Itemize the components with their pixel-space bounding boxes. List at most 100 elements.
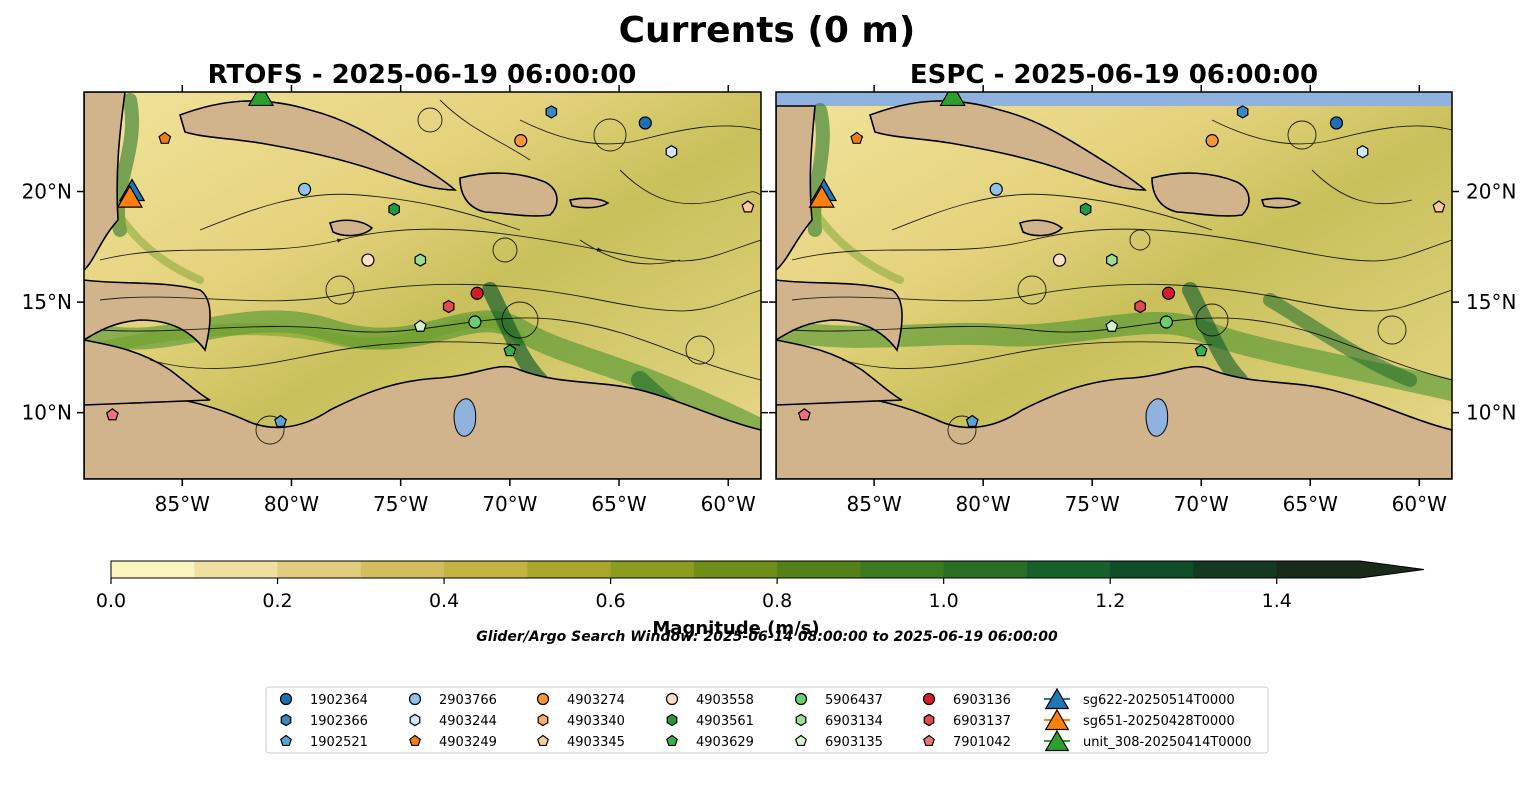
float-marker-7901042	[797, 408, 811, 421]
legend-label: 4903340	[567, 714, 625, 729]
legend-symbol-4903340	[537, 713, 549, 727]
legend-label: 4903561	[696, 714, 754, 729]
land-panama-colombia-rtofs	[84, 365, 761, 479]
colorbar-segment	[527, 561, 612, 578]
legend-symbol-6903134	[795, 713, 807, 727]
float-marker-1902521	[274, 414, 287, 427]
missing-data-band-espc	[776, 92, 1452, 106]
lon-tick-label-rtofs: 65°W	[591, 492, 646, 516]
float-marker-1902366	[1236, 105, 1249, 119]
colorbar-tick-label: 0.8	[762, 590, 792, 612]
colorbar-tick-label: 1.2	[1095, 590, 1125, 612]
legend-label: 4903249	[439, 735, 497, 750]
colorbar-tick-label: 1.4	[1262, 590, 1292, 612]
lon-tick-label-rtofs: 60°W	[701, 492, 756, 516]
float-marker-6903135	[1105, 319, 1119, 332]
land-puertorico-rtofs	[568, 197, 610, 209]
legend-label: 2903766	[439, 693, 497, 708]
colorbar-segment	[111, 561, 195, 578]
legend-symbol-sg622-20250514T0000	[1044, 687, 1070, 710]
land-cuba-rtofs	[179, 100, 457, 191]
land-jamaica-espc	[1018, 219, 1064, 237]
float-marker-4903244	[1356, 145, 1369, 159]
land-espc	[776, 100, 1452, 479]
legend-label: 4903244	[439, 714, 497, 729]
legend-label: 6903135	[825, 735, 883, 750]
panel-title-espc: ESPC - 2025-06-19 06:00:00	[910, 60, 1318, 90]
float-marker-5906437	[1159, 315, 1173, 329]
legend-label: 6903137	[953, 714, 1011, 729]
legend-label: 4903345	[567, 735, 625, 750]
figure-title: Currents (0 m)	[619, 10, 916, 51]
legend-symbol-4903244	[409, 713, 421, 727]
legend-symbol-6903136	[922, 692, 936, 706]
land-north-coast-espc	[776, 339, 903, 406]
legend-label: 1902366	[310, 714, 368, 729]
panel-frame-espc	[775, 91, 1453, 480]
lon-tick-label-espc: 80°W	[956, 492, 1011, 516]
panel-frame-rtofs	[83, 91, 762, 480]
panel-rtofs: RTOFS - 2025-06-19 06:00:00	[22, 60, 768, 516]
float-marker-6903134	[1106, 253, 1118, 267]
float-marker-4903244	[665, 145, 678, 159]
legend-label: 5906437	[825, 693, 883, 708]
legend-symbol-4903345	[537, 734, 549, 747]
float-marker-6903137	[1134, 299, 1146, 314]
colorbar-segment	[1110, 561, 1194, 578]
streamlines-espc	[791, 119, 1452, 445]
legend-symbol-unit_308-20250414T0000	[1044, 729, 1070, 752]
markers-espc	[797, 92, 1446, 427]
float-marker-4903345	[741, 200, 755, 213]
colorbar-segment	[943, 561, 1028, 578]
colorbar-label: Magnitude (m/s)	[652, 618, 819, 639]
lat-tick-label-rtofs: 15°N	[22, 290, 72, 314]
glider-marker-unit_308-20250414T0000	[939, 92, 966, 107]
colorbar-segment	[1026, 561, 1111, 578]
legend-label: 1902521	[310, 735, 368, 750]
colorbar-segment	[610, 561, 695, 578]
colorbar-segment	[860, 561, 945, 578]
legend-symbol-4903558	[665, 692, 679, 706]
legend-symbol-1902366	[280, 713, 292, 727]
land-jamaica-rtofs	[328, 219, 374, 237]
land-north-coast-rtofs	[84, 339, 211, 406]
float-marker-1902364	[1329, 116, 1344, 130]
search-window-caption: Glider/Argo Search Window: 2025-06-14 08…	[476, 629, 1058, 645]
legend-label: 4903629	[696, 735, 754, 750]
legend-label: sg651-20250428T0000	[1083, 714, 1235, 729]
legend-label: 6903134	[825, 714, 883, 729]
float-marker-4903561	[388, 202, 400, 216]
legend-items: 1902364 1902366 1902521 2903766 4903244 49032…	[279, 687, 1251, 752]
colorbar-tick-label: 0.4	[429, 590, 459, 612]
legend-label: 4903274	[567, 693, 625, 708]
panel-title-rtofs: RTOFS - 2025-06-19 06:00:00	[208, 60, 637, 90]
colorbar-segment	[194, 561, 279, 578]
colorbar-segment	[693, 561, 778, 578]
colorbar-segment	[1193, 561, 1278, 578]
axis-ticks-rtofs: 85°W 80°W 75°W 70°W 65°W 60°W 20°N 15°N 10°N	[22, 85, 768, 516]
float-marker-6903137	[442, 299, 455, 314]
float-marker-4903561	[1079, 202, 1092, 216]
legend-symbol-4903249	[409, 734, 421, 747]
markers-rtofs	[105, 92, 755, 427]
lon-tick-label-espc: 70°W	[1174, 492, 1229, 516]
legend-symbol-6903135	[795, 734, 807, 747]
lake-maracaibo-rtofs	[453, 398, 477, 437]
legend-symbol-4903629	[666, 734, 678, 747]
legend-label: 4903558	[696, 693, 754, 708]
lon-tick-label-rtofs: 85°W	[155, 492, 210, 516]
colorbar-extend-arrow	[1360, 561, 1424, 578]
colorbar-segment	[360, 561, 445, 578]
glider-marker-unit_308-20250414T0000	[247, 92, 275, 107]
lat-tick-label-espc: 10°N	[1466, 401, 1516, 425]
float-marker-4903345	[1432, 200, 1446, 213]
lon-tick-label-rtofs: 70°W	[482, 492, 537, 516]
float-marker-1902364	[638, 116, 652, 130]
float-marker-4903274	[514, 134, 528, 148]
colorbar-segment	[444, 561, 528, 578]
land-hispaniola-rtofs	[459, 172, 558, 217]
float-marker-4903558	[1052, 253, 1067, 267]
legend-label: sg622-20250514T0000	[1083, 693, 1235, 708]
lon-tick-label-espc: 65°W	[1283, 492, 1338, 516]
lat-tick-label-espc: 20°N	[1466, 180, 1516, 204]
